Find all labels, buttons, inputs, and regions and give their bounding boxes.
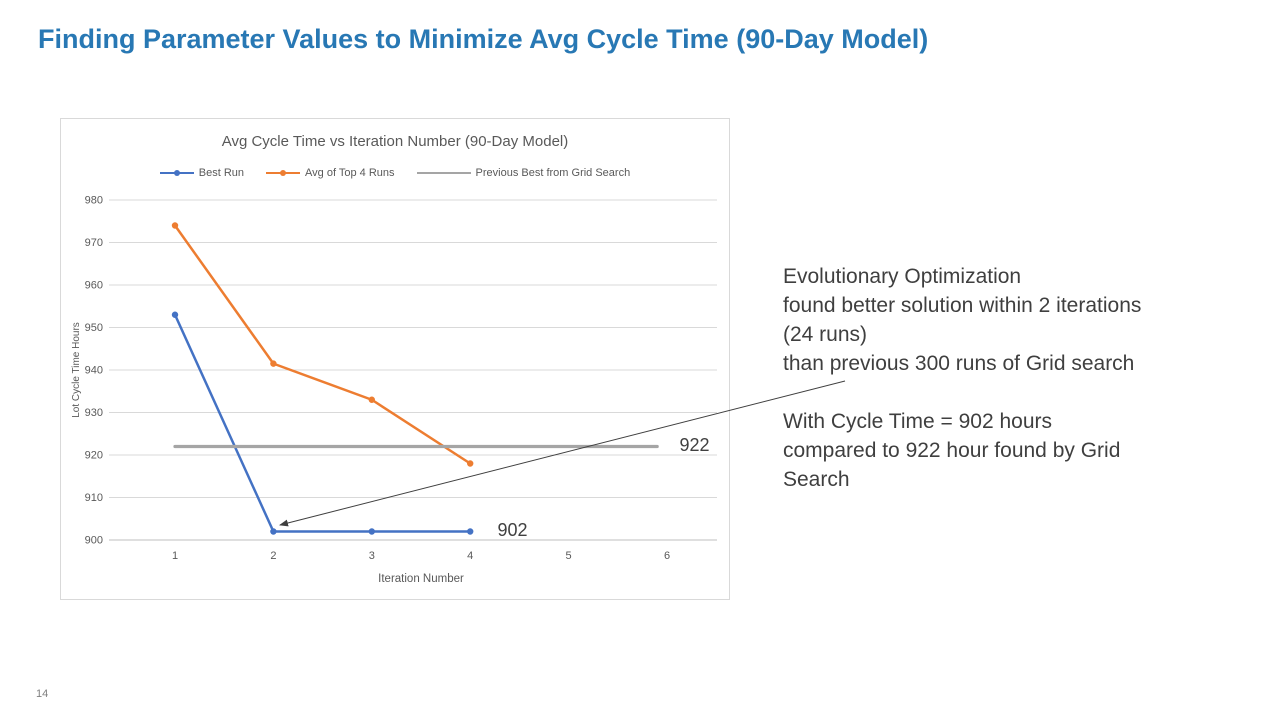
data-label-922: 922 — [680, 435, 710, 455]
series-line-1 — [173, 224, 472, 465]
y-tick-label: 940 — [85, 365, 103, 377]
series-marker-0 — [368, 528, 375, 535]
series-marker-1 — [270, 360, 277, 367]
chart-title: Avg Cycle Time vs Iteration Number (90-D… — [221, 133, 569, 150]
y-tick-label: 970 — [85, 237, 103, 249]
legend-marker-icon — [416, 169, 471, 178]
x-tick-label: 1 — [172, 550, 178, 562]
series-marker-1 — [171, 222, 179, 229]
legend-item: Best Run — [159, 167, 245, 179]
page-number: 14 — [36, 688, 49, 700]
annotation-text: Evolutionary Optimization found better s… — [783, 262, 1223, 494]
y-tick-label: 900 — [85, 535, 103, 547]
y-tick-label: 910 — [85, 492, 103, 504]
x-axis-title: Iteration Number — [378, 573, 464, 585]
legend-label: Avg of Top 4 Runs — [305, 167, 395, 179]
annotation-paragraph-1: Evolutionary Optimization found better s… — [783, 265, 1142, 375]
legend-marker-icon — [159, 169, 194, 178]
legend-item: Previous Best from Grid Search — [416, 167, 631, 179]
annotation-paragraph-2: With Cycle Time = 902 hours compared to … — [783, 410, 1121, 491]
data-label-902: 902 — [497, 520, 527, 540]
series-marker-0 — [467, 528, 474, 535]
x-tick-label: 6 — [664, 550, 670, 562]
legend-label: Previous Best from Grid Search — [475, 167, 631, 179]
x-tick-label: 5 — [566, 550, 572, 562]
series-marker-0 — [270, 528, 277, 535]
chart-plot: 900 910 920 930 940 950 960 970 980 1 2 3 4 5 6 Iterati… — [71, 195, 717, 585]
y-tick-label: 920 — [85, 450, 103, 462]
x-tick-label: 4 — [467, 550, 473, 562]
y-tick-label: 960 — [85, 280, 103, 292]
y-tick-label: 980 — [85, 195, 103, 207]
y-axis-title: Lot Cycle Time Hours — [71, 322, 82, 418]
series-marker-1 — [368, 396, 375, 403]
legend-item: Avg of Top 4 Runs — [266, 167, 395, 179]
slide-title: Finding Parameter Values to Minimize Avg… — [38, 24, 929, 54]
y-tick-label: 930 — [85, 407, 103, 419]
x-tick-label: 3 — [369, 550, 375, 562]
legend-label: Best Run — [198, 167, 245, 179]
chart-legend: Best Run Avg of Top 4 Runs Previous Best f… — [61, 167, 729, 179]
series-marker-1 — [467, 460, 474, 467]
y-tick-label: 950 — [85, 322, 103, 334]
series-marker-0 — [171, 311, 179, 318]
chart-panel: Avg Cycle Time vs Iteration Number (90-D… — [60, 118, 730, 600]
series-line-0 — [173, 313, 472, 533]
x-tick-label: 2 — [270, 550, 276, 562]
legend-marker-icon — [266, 169, 301, 178]
